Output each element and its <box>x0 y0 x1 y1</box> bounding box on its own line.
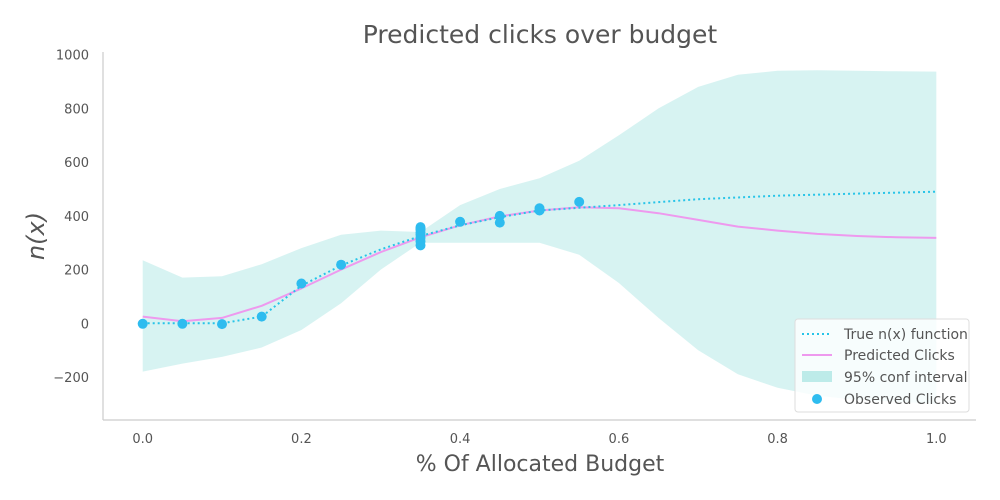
y-tick-label: 0 <box>81 317 89 332</box>
legend-item-observed-clicks: Observed Clicks <box>812 392 956 408</box>
observed-point <box>494 210 505 221</box>
legend-label: 95% conf interval <box>844 370 967 386</box>
x-axis-label: % Of Allocated Budget <box>416 452 665 477</box>
observed-point <box>217 319 227 330</box>
confidence-interval-band <box>142 70 937 404</box>
observed-points-layer <box>137 196 585 330</box>
y-tick-label: 200 <box>64 264 89 279</box>
legend-frame <box>794 318 970 413</box>
legend-item-predicted-clicks: Predicted Clicks <box>802 348 955 364</box>
observed-point <box>256 311 267 322</box>
x-tick-labels: 0.0 0.2 0.4 0.6 0.8 1.0 <box>132 432 946 447</box>
y-tick-label: 1000 <box>56 49 89 64</box>
legend-item-true-function: True n(x) function <box>802 327 968 343</box>
y-axis-label: n(x) <box>22 212 50 260</box>
confidence-band-layer <box>142 70 937 404</box>
y-tick-label: −200 <box>53 371 89 386</box>
legend-swatch-band <box>802 371 832 382</box>
x-tick-label: 1.0 <box>926 432 947 447</box>
observed-point <box>534 203 545 214</box>
x-tick-label: 0.6 <box>609 432 630 447</box>
legend-label: True n(x) function <box>843 327 968 343</box>
legend: True n(x) function Predicted Clicks 95% … <box>794 318 970 413</box>
legend-label: Observed Clicks <box>844 392 956 408</box>
x-tick-label: 0.8 <box>767 432 788 447</box>
x-tick-label: 0.4 <box>450 432 471 447</box>
legend-swatch-point <box>812 394 822 404</box>
observed-point <box>177 318 188 329</box>
y-tick-labels: −200 0 200 400 600 800 1000 <box>53 49 89 386</box>
legend-label: Predicted Clicks <box>844 348 955 364</box>
observed-point <box>137 318 148 329</box>
x-tick-label: 0.2 <box>291 432 312 447</box>
y-tick-label: 400 <box>64 210 89 225</box>
legend-item-confidence-interval: 95% conf interval <box>802 370 967 386</box>
y-tick-label: 800 <box>64 102 89 117</box>
observed-point <box>336 259 347 270</box>
observed-point <box>415 222 426 233</box>
observed-point <box>574 196 585 207</box>
observed-point <box>455 216 466 227</box>
chart-title: Predicted clicks over budget <box>363 20 718 49</box>
y-tick-label: 600 <box>64 156 89 171</box>
x-tick-label: 0.0 <box>132 432 153 447</box>
observed-point <box>296 278 307 289</box>
